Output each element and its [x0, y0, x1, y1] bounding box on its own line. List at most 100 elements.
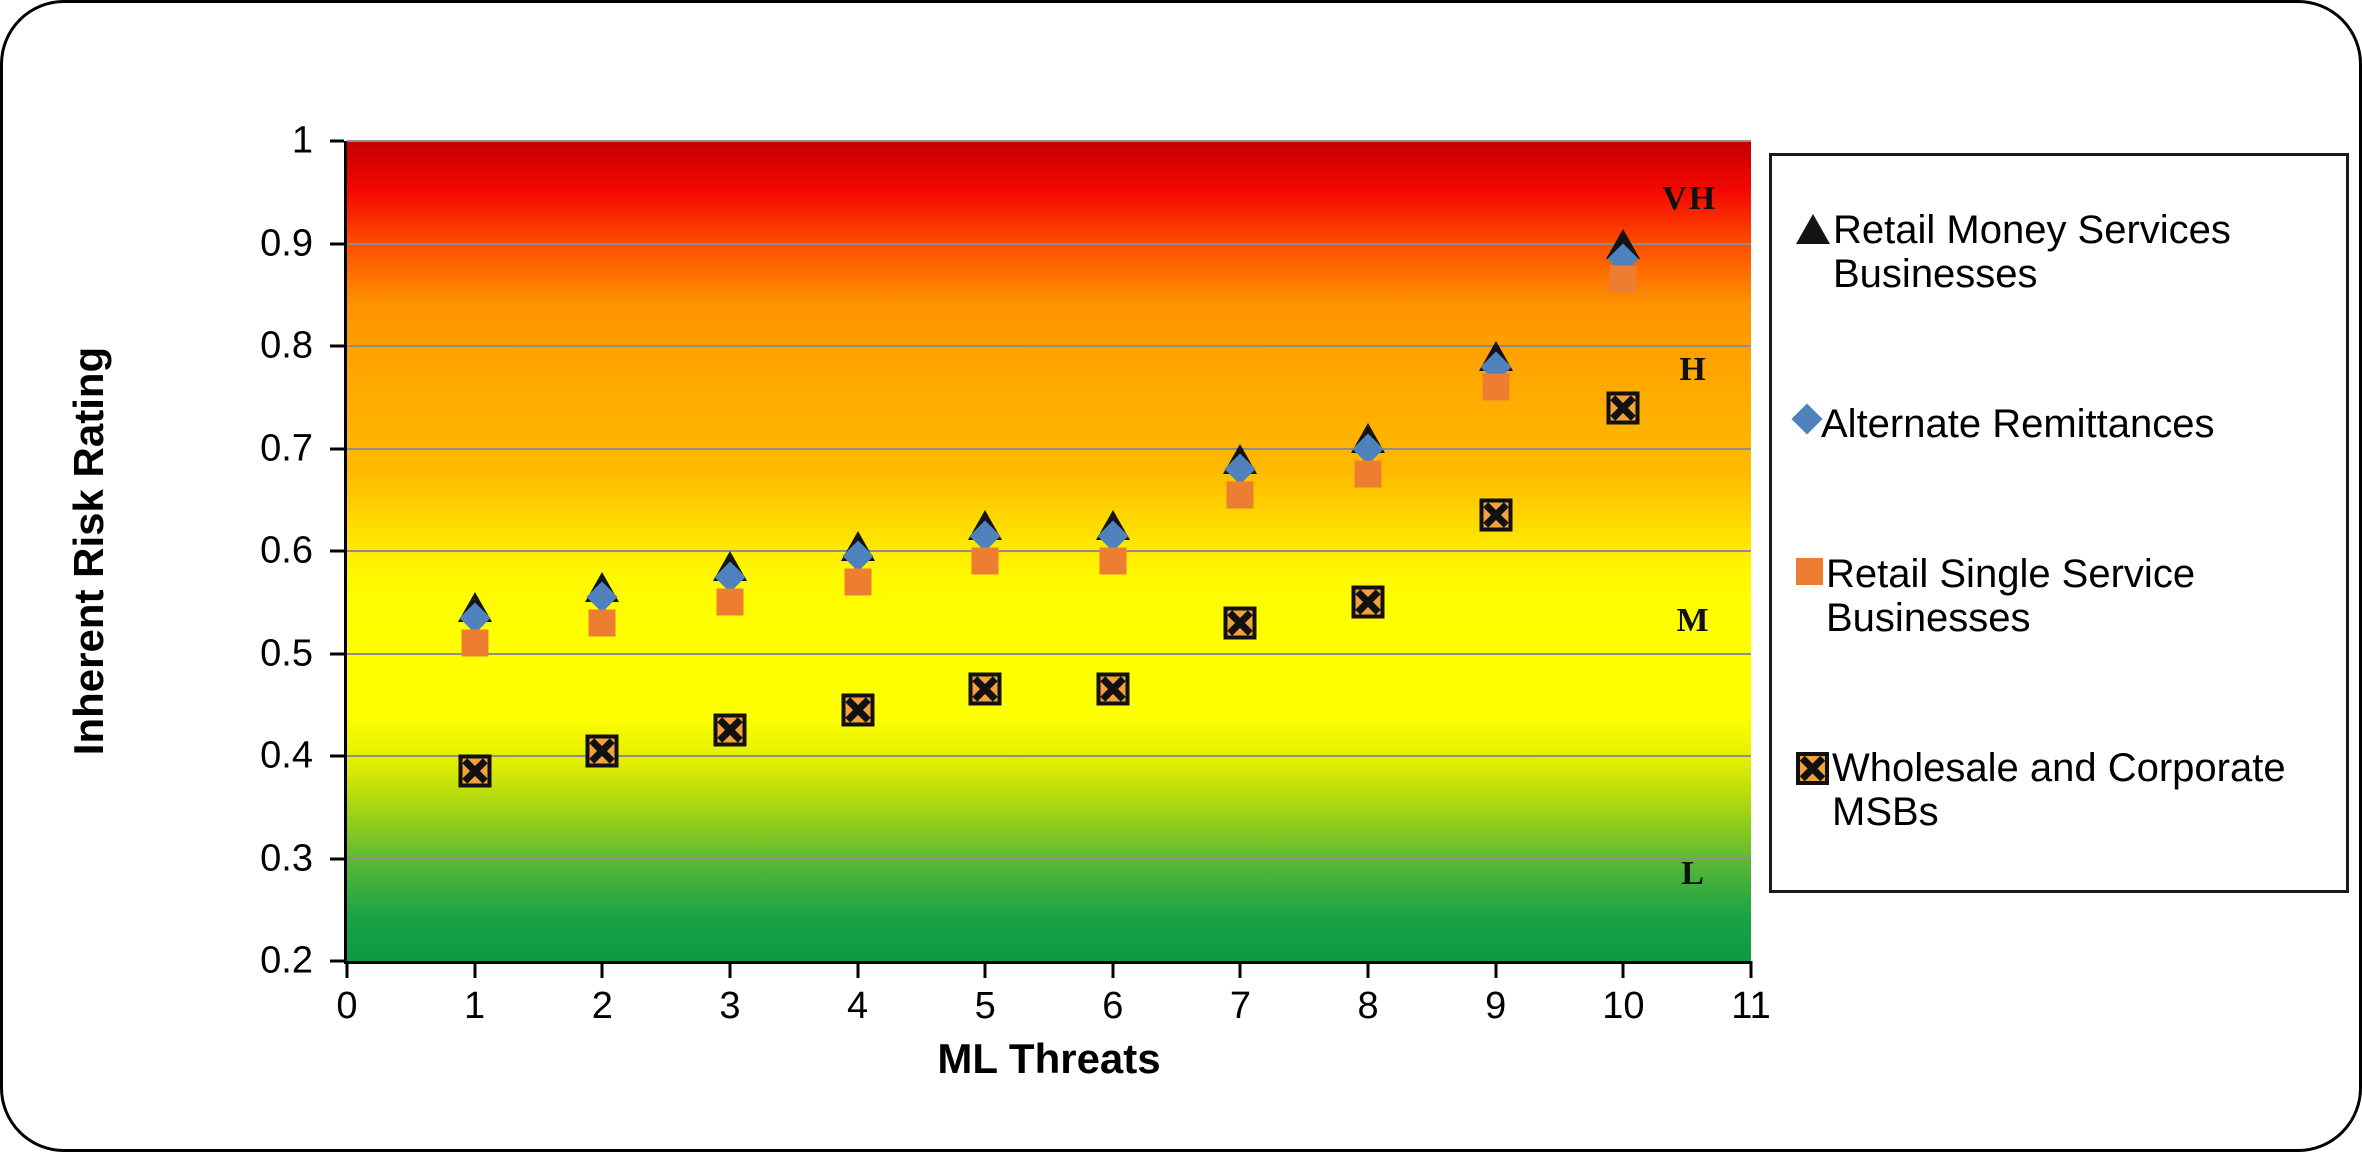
square-marker-icon	[588, 609, 616, 637]
square-marker-icon	[971, 547, 999, 575]
legend-item-retail-money-services-businesses: Retail Money Services Businesses	[1796, 208, 2322, 296]
square-x-marker-icon	[1351, 585, 1385, 619]
x-tick-label: 4	[846, 985, 869, 1027]
x-tick-mark	[1621, 961, 1625, 978]
square-x-marker-icon	[1096, 672, 1130, 706]
square-x-marker-icon	[1479, 498, 1513, 532]
diamond-marker-icon	[1352, 432, 1384, 465]
x-tick-label: 11	[1731, 985, 1771, 1027]
square-x-marker-icon	[1606, 391, 1640, 424]
legend-item-wholesale-and-corporate-msbs: Wholesale and Corporate MSBs	[1796, 746, 2322, 834]
legend-marker	[1791, 403, 1823, 435]
data-point-alternate-remittances	[459, 602, 491, 634]
plot-area: 1 0.9 0.8 0.7 0.6 0.5 0.4 0.3 0.2 0 1 2 3 4 5 6 7 8 9 10 11 V…	[260, 120, 1771, 1028]
data-point-wholesale-and-corporate-msbs	[1223, 606, 1257, 640]
x-tick-mark	[728, 961, 732, 978]
legend-label: Wholesale and Corporate MSBs	[1832, 746, 2286, 834]
x-axis-line	[344, 961, 1751, 964]
data-point-alternate-remittances	[1352, 432, 1384, 465]
y-tick-label: 1	[291, 119, 313, 162]
legend-label: Retail Money Services Businesses	[1833, 208, 2231, 296]
square-marker-icon	[1099, 547, 1127, 575]
y-tick-mark	[330, 652, 344, 655]
risk-zone-label-l: L	[1681, 854, 1706, 892]
legend-label: Alternate Remittances	[1821, 402, 2215, 446]
legend-marker	[1796, 752, 1829, 785]
data-point-retail-single-service-businesses	[844, 568, 872, 596]
x-tick-label: 6	[1102, 985, 1124, 1027]
risk-zone-label-h: H	[1679, 350, 1708, 388]
data-point-alternate-remittances	[586, 581, 618, 613]
data-point-wholesale-and-corporate-msbs	[713, 713, 747, 747]
x-tick-label: 0	[336, 985, 358, 1027]
data-point-retail-single-service-businesses	[1482, 373, 1510, 401]
y-tick-label: 0.8	[260, 324, 313, 367]
data-point-alternate-remittances	[1097, 520, 1129, 552]
triangle-marker-icon	[1796, 214, 1830, 244]
gridline	[347, 140, 1751, 142]
data-point-wholesale-and-corporate-msbs	[585, 734, 619, 768]
y-tick-label: 0.9	[260, 222, 313, 264]
data-point-wholesale-and-corporate-msbs	[1096, 672, 1130, 706]
diamond-marker-icon	[1097, 520, 1129, 552]
y-tick-mark	[330, 549, 344, 553]
square-marker-icon	[1226, 481, 1254, 509]
x-tick-mark	[600, 961, 604, 978]
data-point-alternate-remittances	[841, 540, 874, 572]
y-tick-label: 0.2	[260, 939, 313, 982]
gridline	[347, 242, 1751, 245]
x-tick-mark	[473, 961, 477, 978]
gridline	[347, 550, 1751, 552]
legend-item-alternate-remittances: Alternate Remittances	[1791, 402, 2322, 446]
x-tick-label: 9	[1485, 985, 1507, 1027]
y-axis-title: Inherent Risk Rating	[65, 346, 112, 756]
x-tick-mark	[983, 961, 987, 978]
data-point-retail-single-service-businesses	[1354, 460, 1382, 488]
diamond-marker-icon	[841, 540, 874, 572]
y-axis-line	[344, 141, 347, 964]
square-x-marker-icon	[713, 713, 747, 747]
data-point-retail-single-service-businesses	[1609, 265, 1637, 293]
data-point-retail-single-service-businesses	[461, 629, 489, 657]
y-tick-mark	[330, 242, 344, 245]
x-axis-title: ML Threats	[937, 1035, 1161, 1082]
x-tick-label: 2	[591, 985, 613, 1027]
legend-label: Retail Single Service Businesses	[1826, 552, 2196, 640]
gridline	[347, 447, 1751, 450]
diamond-marker-icon	[1791, 403, 1823, 435]
y-tick-mark	[330, 344, 344, 348]
data-point-wholesale-and-corporate-msbs	[1606, 391, 1640, 424]
gridline	[347, 755, 1751, 757]
diamond-marker-icon	[1224, 453, 1257, 485]
gridline	[347, 857, 1751, 860]
legend-marker	[1796, 214, 1830, 244]
y-tick-mark	[330, 139, 344, 143]
y-tick-label: 0.4	[260, 734, 313, 777]
diamond-marker-icon	[459, 602, 491, 634]
x-tick-label: 1	[464, 985, 486, 1027]
y-tick-mark	[330, 447, 344, 450]
data-point-wholesale-and-corporate-msbs	[458, 754, 492, 788]
square-marker-icon	[844, 568, 872, 596]
square-marker-icon	[1796, 558, 1823, 585]
data-point-alternate-remittances	[1224, 453, 1257, 485]
square-x-marker-icon	[1796, 752, 1829, 785]
x-tick-mark	[1749, 961, 1753, 978]
y-tick-label: 0.5	[260, 632, 313, 674]
gridline	[347, 652, 1751, 655]
data-point-wholesale-and-corporate-msbs	[1479, 498, 1513, 532]
y-tick-mark	[330, 857, 344, 860]
square-x-marker-icon	[585, 734, 619, 768]
risk-zone-label-m: M	[1676, 601, 1711, 639]
data-point-retail-single-service-businesses	[588, 609, 616, 637]
y-tick-label: 0.3	[260, 837, 313, 879]
legend-marker	[1796, 558, 1823, 585]
square-x-marker-icon	[968, 672, 1002, 706]
diamond-marker-icon	[714, 561, 746, 593]
square-marker-icon	[1482, 373, 1510, 401]
data-point-retail-single-service-businesses	[716, 588, 744, 616]
data-point-wholesale-and-corporate-msbs	[841, 693, 875, 727]
diamond-marker-icon	[969, 520, 1001, 552]
x-tick-mark	[1111, 961, 1115, 978]
